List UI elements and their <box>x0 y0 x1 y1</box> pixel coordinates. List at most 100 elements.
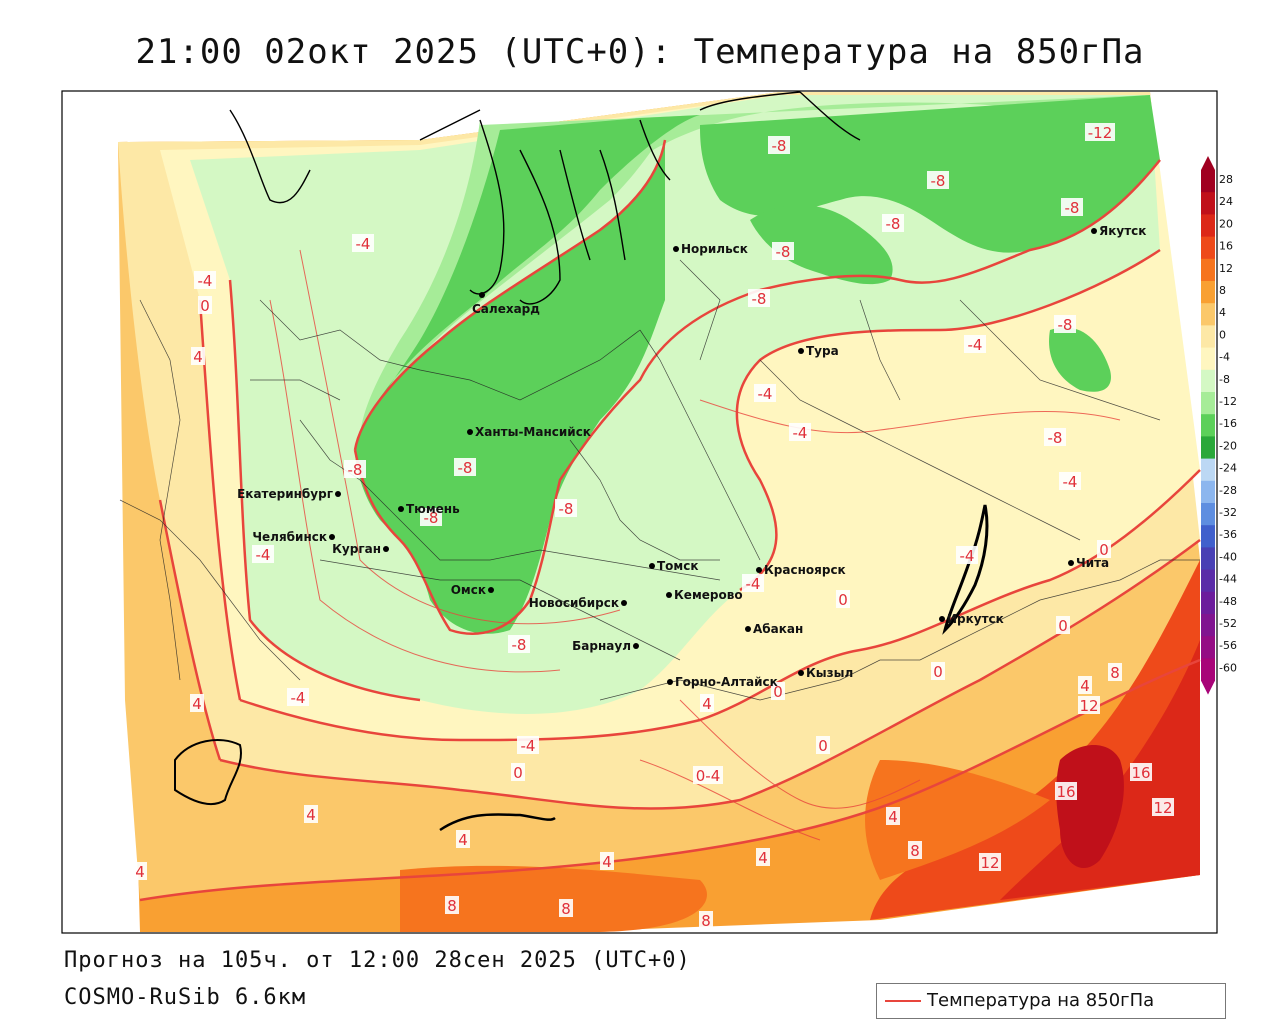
aral-region <box>174 739 242 806</box>
colorbar-label: 28 <box>1219 173 1233 186</box>
isotherm-label: 8 <box>447 897 457 915</box>
isotherm-label-bg <box>1078 676 1092 694</box>
isotherm-label: 8 <box>1110 664 1120 682</box>
isotherm-label: 0 <box>933 663 943 681</box>
isotherm-label-bg <box>772 242 794 260</box>
colorbar-swatch <box>1201 614 1215 637</box>
isotherm-label-bg <box>748 289 770 307</box>
isotherm-label-bg <box>700 694 714 712</box>
isotherm-label: -8 <box>424 509 439 527</box>
colorbar-label: -56 <box>1219 639 1237 652</box>
city-label: Тура <box>806 344 839 358</box>
isotherm-label-bg <box>517 736 539 754</box>
colorbar-label: -8 <box>1219 373 1230 386</box>
isotherm-label-bg <box>191 347 205 365</box>
colorbar-label: -12 <box>1219 395 1237 408</box>
colorbar-swatch <box>1201 547 1215 571</box>
colorbar-label: -16 <box>1219 417 1237 430</box>
city-marker <box>1068 560 1074 566</box>
colorbar-label: 24 <box>1219 195 1233 208</box>
isotherm-label-bg <box>1152 798 1174 816</box>
isotherm-label-bg <box>1097 540 1111 558</box>
city-label: Новосибирск <box>529 596 619 610</box>
isotherm-label: -4 <box>291 689 306 707</box>
isotherm-label-bg <box>559 899 573 917</box>
isotherm-label-bg <box>816 736 830 754</box>
isotherm-label: 0 <box>818 737 828 755</box>
colorbar-swatch <box>1201 281 1215 304</box>
city-marker <box>756 567 762 573</box>
isotherm-label-bg <box>836 590 850 608</box>
city-label: Норильск <box>681 242 748 256</box>
city-label: Абакан <box>753 622 803 636</box>
colorbar-swatch <box>1201 392 1215 415</box>
map-field <box>62 91 1217 933</box>
isotherm-label-bg <box>931 662 945 680</box>
isotherm-label: -4 <box>968 336 983 354</box>
isotherm-label-bg <box>979 853 1001 871</box>
isotherm-label-bg <box>1044 428 1066 446</box>
city-label: Курган <box>332 542 381 556</box>
isotherm-label: -4 <box>746 575 761 593</box>
isotherm-label-bg <box>190 694 204 712</box>
isotherm-label-bg <box>344 460 366 478</box>
isotherm-label-bg <box>508 635 530 653</box>
colorbar-swatch <box>1201 258 1215 282</box>
isotherm-label-bg <box>133 862 147 880</box>
city-marker <box>649 563 655 569</box>
isotherm-label-bg <box>1054 315 1076 333</box>
colorbar-swatch <box>1201 325 1215 349</box>
isotherm-label: 4 <box>193 348 203 366</box>
colorbar-label: 20 <box>1219 217 1233 230</box>
colorbar-arrow-top <box>1201 156 1215 170</box>
isotherm-label-bg <box>198 296 212 314</box>
isotherm-label-bg <box>1061 198 1083 216</box>
isotherm-label: 4 <box>458 831 468 849</box>
isotherm-label-bg <box>456 830 470 848</box>
city-marker <box>633 643 639 649</box>
isotherm-label-bg <box>927 171 949 189</box>
isotherm-label-bg <box>454 458 476 476</box>
isotherm-label-bg <box>1059 472 1081 490</box>
city-label: Кызыл <box>806 666 853 680</box>
city-marker <box>673 246 679 252</box>
isotherm-label: -8 <box>348 461 363 479</box>
isotherm-label: -8 <box>458 459 473 477</box>
cities: Норильск Салехард Якутск Тура Ханты-Мансийск… <box>237 224 1146 689</box>
map-frame <box>61 90 1218 934</box>
city-marker <box>667 679 673 685</box>
isotherm-label: 8 <box>701 912 711 930</box>
city-label: Кемерово <box>674 588 743 602</box>
isotherm-label-bg <box>771 682 785 700</box>
colorbar-label: -40 <box>1219 550 1237 563</box>
isotherm-label-bg <box>511 763 525 781</box>
colorbar-swatch <box>1201 458 1215 482</box>
isotherm-label: 16 <box>1131 764 1150 782</box>
isotherm-label: 0 <box>1058 617 1068 635</box>
colorbar-label: -48 <box>1219 595 1237 608</box>
isotherm-label-bg <box>964 335 986 353</box>
isotherm-label-bg <box>420 508 442 526</box>
isotherm-label: 0 <box>838 591 848 609</box>
isotherm-label-bg <box>754 384 776 402</box>
isotherm-label-bg <box>1078 696 1100 714</box>
city-label: Чита <box>1076 556 1109 570</box>
isotherm-label: -4 <box>356 235 371 253</box>
colorbar-label: 0 <box>1219 328 1226 341</box>
isotherm-label-bg <box>600 852 614 870</box>
isotherm-label: -8 <box>931 172 946 190</box>
city-marker <box>467 429 473 435</box>
colorbar-swatch <box>1201 525 1215 548</box>
isotherm-label: -8 <box>772 137 787 155</box>
city-marker <box>398 506 404 512</box>
colorbar-swatch <box>1201 503 1215 526</box>
city-label: Салехард <box>472 302 540 316</box>
colorbar-swatch <box>1201 170 1215 193</box>
isotherm-label-bg <box>352 234 374 252</box>
isotherm-label: 0 <box>773 683 783 701</box>
city-marker <box>798 348 804 354</box>
isotherm-label: -8 <box>512 636 527 654</box>
isotherm-label: -8 <box>559 500 574 518</box>
isotherm-label: -8 <box>752 290 767 308</box>
